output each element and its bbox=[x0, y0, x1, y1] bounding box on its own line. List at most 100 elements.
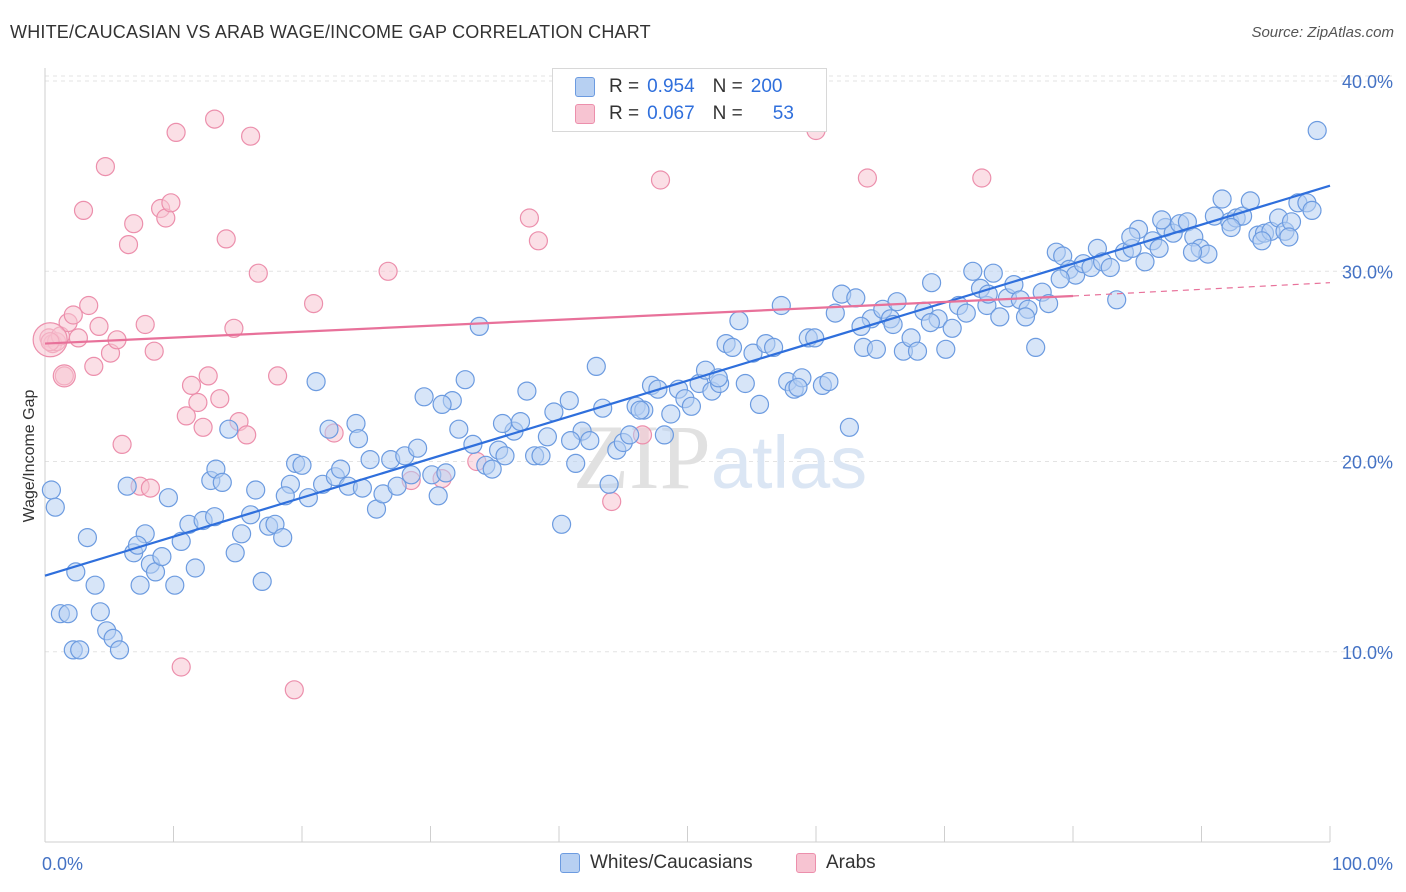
arabs-point bbox=[95, 157, 116, 177]
whites-point bbox=[749, 394, 770, 414]
whites-point bbox=[469, 316, 489, 336]
whites-point bbox=[205, 507, 225, 527]
whites-point bbox=[1050, 269, 1070, 289]
whites-point bbox=[1307, 120, 1327, 141]
whites-point bbox=[348, 429, 369, 449]
arabs-point bbox=[378, 261, 398, 281]
whites-point bbox=[1149, 238, 1169, 258]
whites-point bbox=[846, 288, 866, 308]
arabs-point bbox=[602, 491, 622, 512]
arabs-point bbox=[857, 168, 878, 188]
arabs-trend-line bbox=[44, 294, 1074, 345]
arabs-point bbox=[268, 366, 288, 386]
arabs-point bbox=[237, 425, 257, 445]
arabs-point bbox=[161, 193, 181, 213]
y-tick-label: 10.0% bbox=[1342, 643, 1393, 663]
whites-trend-line bbox=[44, 184, 1331, 577]
whites-point bbox=[920, 313, 941, 333]
arabs-point bbox=[248, 263, 268, 283]
whites-point bbox=[212, 472, 232, 492]
x-tick-label: 0.0% bbox=[42, 854, 83, 874]
arabs-point bbox=[118, 235, 139, 255]
whites-point bbox=[432, 394, 452, 414]
arabs-point bbox=[224, 318, 244, 338]
whites-point bbox=[482, 459, 502, 479]
whites-point bbox=[936, 339, 956, 359]
whites-point bbox=[109, 640, 130, 660]
arabs-point bbox=[972, 168, 992, 188]
arabs-point bbox=[176, 406, 196, 426]
whites-point bbox=[825, 303, 845, 323]
whites-point bbox=[492, 413, 513, 434]
legend-n-label: N = bbox=[712, 76, 743, 97]
whites-point bbox=[158, 488, 178, 508]
whites-point bbox=[165, 575, 185, 595]
arabs-point bbox=[284, 680, 304, 700]
legend-row-arabs: R = 0.067 N = 53 bbox=[575, 101, 794, 127]
whites-point bbox=[408, 438, 428, 458]
whites-point bbox=[839, 417, 860, 437]
arabs-point bbox=[32, 322, 68, 358]
arabs-point bbox=[124, 214, 144, 234]
stats-legend: R = 0.954 N = 200 R = 0.067 N = 53 bbox=[552, 68, 827, 132]
whites-point bbox=[85, 575, 105, 595]
arabs-point bbox=[89, 316, 109, 336]
whites-point bbox=[956, 303, 976, 323]
whites-point bbox=[241, 505, 261, 525]
arabs-point bbox=[205, 109, 225, 129]
whites-point bbox=[117, 476, 137, 496]
whites-point bbox=[887, 292, 907, 312]
whites-point bbox=[630, 400, 650, 420]
whites-point bbox=[599, 474, 619, 494]
whites-points bbox=[41, 120, 1327, 660]
arabs-point bbox=[73, 200, 94, 220]
whites-point bbox=[252, 571, 272, 592]
whites-point bbox=[819, 372, 839, 392]
whites-point bbox=[1152, 210, 1172, 230]
arabs-point bbox=[112, 434, 132, 454]
watermark: ZIPatlas bbox=[573, 406, 867, 508]
whites-point bbox=[360, 450, 380, 470]
whites-point bbox=[449, 419, 469, 439]
whites-point bbox=[681, 396, 702, 416]
whites-point bbox=[531, 446, 551, 466]
whites-point bbox=[331, 459, 351, 479]
whites-point bbox=[963, 261, 983, 281]
whites-point bbox=[907, 341, 928, 361]
whites-point bbox=[273, 527, 293, 548]
whites-point bbox=[130, 575, 150, 595]
whites-point bbox=[246, 480, 266, 500]
whites-point bbox=[559, 391, 579, 411]
whites-point bbox=[1221, 217, 1241, 238]
whites-point bbox=[729, 311, 749, 331]
arabs-point bbox=[193, 417, 213, 437]
legend-label-whites: Whites/Caucasians bbox=[590, 852, 753, 873]
y-tick-label: 40.0% bbox=[1342, 72, 1393, 92]
arabs-point bbox=[140, 478, 160, 498]
whites-point bbox=[463, 434, 483, 454]
whites-point bbox=[1302, 200, 1322, 220]
whites-point bbox=[428, 486, 448, 506]
arabs-points bbox=[32, 109, 992, 700]
whites-point bbox=[1038, 294, 1059, 314]
whites-point bbox=[551, 514, 572, 534]
whites-point bbox=[763, 337, 784, 357]
whites-point bbox=[620, 425, 640, 445]
legend-r-label: R = bbox=[609, 103, 640, 124]
whites-point bbox=[1279, 227, 1299, 247]
legend-label-arabs: Arabs bbox=[826, 852, 876, 873]
whites-point bbox=[537, 427, 558, 447]
legend-item-arabs: Arabs bbox=[796, 852, 876, 874]
whites-point bbox=[185, 558, 205, 578]
y-tick-label: 20.0% bbox=[1342, 453, 1393, 473]
whites-point bbox=[414, 387, 434, 407]
arabs-point bbox=[198, 366, 218, 386]
arabs-point bbox=[181, 375, 202, 395]
legend-swatch-whites bbox=[560, 853, 580, 873]
whites-point bbox=[978, 284, 998, 304]
arabs-point bbox=[210, 389, 230, 409]
whites-point bbox=[921, 273, 942, 293]
arabs-point bbox=[528, 231, 549, 251]
x-tick-label: 100.0% bbox=[1332, 854, 1393, 874]
